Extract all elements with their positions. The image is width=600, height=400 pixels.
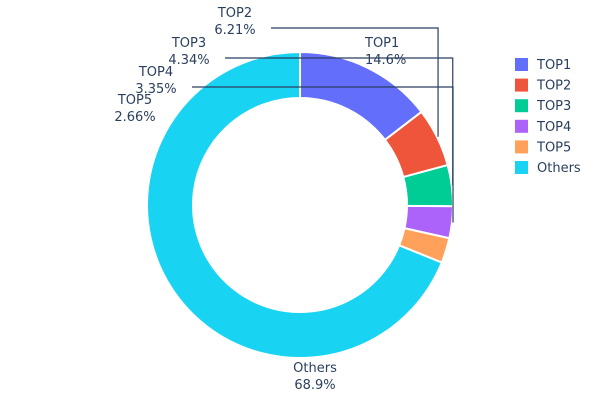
slice-label-name-top5: TOP5 [117, 93, 152, 108]
slice-label-name-top2: TOP2 [217, 6, 252, 21]
legend-label-top5[interactable]: TOP5 [536, 140, 571, 155]
slice-label-percent-top3: 4.34% [168, 53, 209, 68]
slice-label-percent-top5: 2.66% [114, 110, 155, 125]
legend-swatch-top2[interactable] [515, 78, 528, 92]
legend-label-top3[interactable]: TOP3 [536, 99, 571, 114]
legend-label-others[interactable]: Others [537, 161, 581, 176]
pie-sectors[interactable] [146, 50, 455, 359]
slice-label-name-top3: TOP3 [171, 36, 206, 51]
legend-label-top4[interactable]: TOP4 [536, 120, 571, 135]
chart-legend[interactable]: TOP1 TOP2 TOP3 TOP4 TOP5 Others [515, 58, 581, 176]
slice-label-name-top4: TOP4 [138, 65, 173, 80]
slice-label-name-others: Others [293, 361, 337, 376]
leader-line-top2 [271, 27, 439, 137]
pie-slice-others[interactable] [146, 50, 444, 359]
slice-label-percent-top2: 6.21% [214, 23, 255, 38]
leader-line-top4 [192, 86, 454, 223]
legend-swatch-top1[interactable] [515, 58, 528, 71]
legend-swatch-top5[interactable] [515, 140, 528, 154]
legend-swatch-top3[interactable] [515, 99, 528, 113]
legend-swatch-top4[interactable] [515, 119, 528, 133]
slice-label-percent-top1: 14.6% [365, 53, 406, 68]
legend-label-top2[interactable]: TOP2 [536, 79, 571, 94]
slice-label-percent-top4: 3.35% [135, 82, 176, 97]
legend-swatch-others[interactable] [515, 161, 528, 174]
leader-lines [192, 27, 454, 223]
legend-label-top1[interactable]: TOP1 [536, 58, 571, 73]
slice-label-percent-others: 68.9% [294, 378, 335, 393]
slice-label-name-top1: TOP1 [364, 36, 399, 51]
slice-labels: TOP1 14.6% TOP2 6.21% TOP3 4.34%TOP4 3.35%TOP5… [114, 6, 406, 393]
